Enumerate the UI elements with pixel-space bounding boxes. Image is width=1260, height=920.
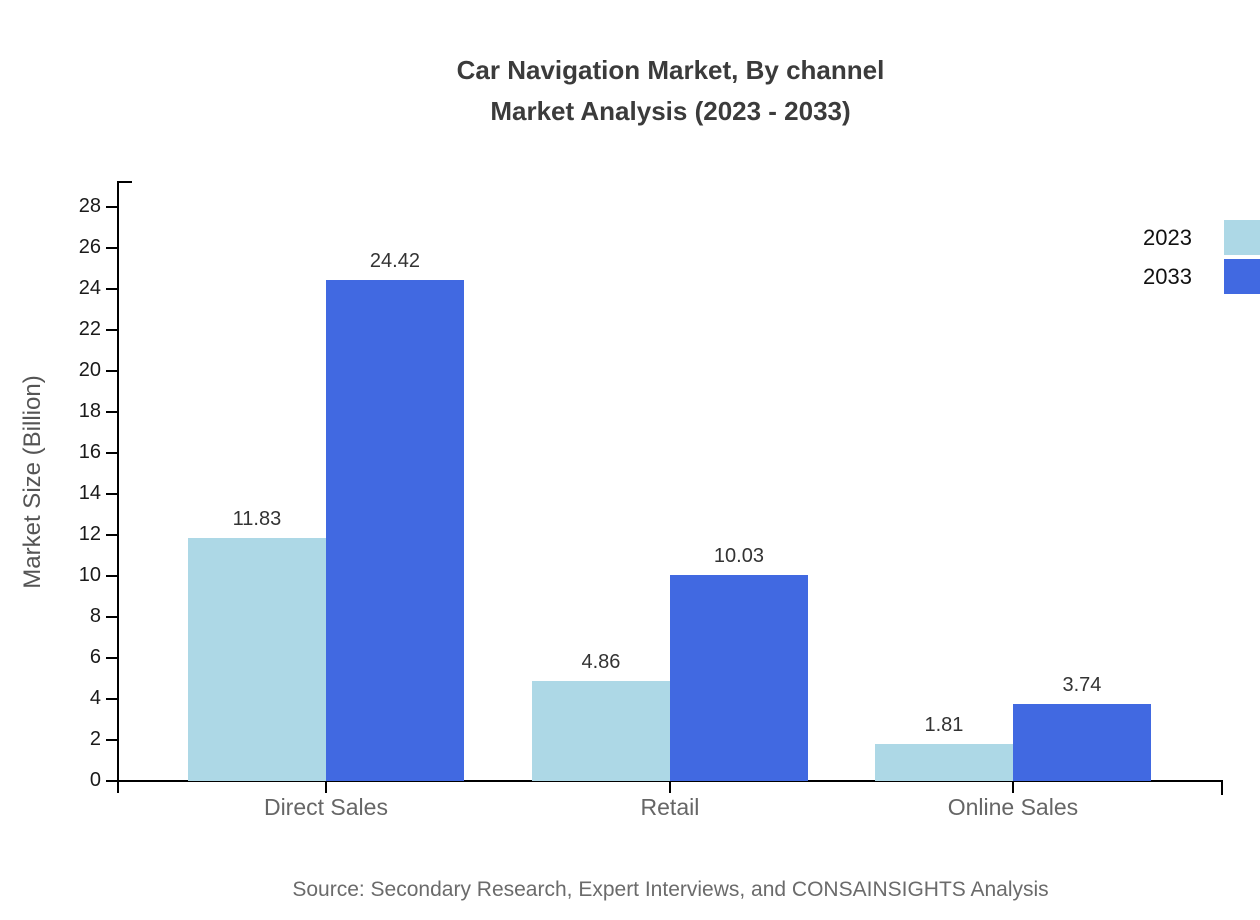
legend-swatch-2033 [1224,259,1260,294]
y-tick-label: 0 [89,769,101,791]
y-tick-label: 22 [78,317,101,340]
y-tick-label: 18 [78,399,101,422]
y-tick [106,205,117,208]
legend-swatch-2023 [1224,220,1260,255]
legend: 2023 2033 [1060,220,1260,298]
value-label-2023-direct-sales: 11.83 [232,508,282,531]
category-label-direct-sales: Direct Sales [263,794,388,820]
legend-item-2023: 2023 [1060,220,1260,255]
y-tick-label: 6 [89,645,101,668]
y-tick [106,410,117,413]
chart-title-line2: Market Analysis (2023 - 2033) [490,96,851,126]
y-tick-label: 10 [78,563,101,586]
value-label-2023-online-sales: 1.81 [924,713,964,736]
legend-label-2023: 2023 [1143,224,1192,250]
bar-2033-direct-sales [325,280,464,781]
y-tick [106,287,117,290]
y-tick [106,451,117,454]
y-tick-label: 16 [78,440,101,463]
category-label-retail: Retail [640,794,700,820]
y-tick [106,574,117,577]
x-tick [324,781,327,793]
x-axis-line [110,780,1223,782]
y-tick-label: 14 [78,481,101,504]
bar-2033-online-sales [1012,704,1151,781]
y-tick [106,533,117,536]
plot-area: 11.83 24.42 4.86 10.03 1.81 3.74 [118,182,1223,781]
y-tick-label: 26 [78,235,101,258]
y-tick [106,246,117,249]
y-tick [106,328,117,331]
legend-item-2033: 2033 [1060,259,1260,294]
y-tick [106,780,117,782]
bar-2023-online-sales [874,743,1013,781]
x-axis-end-cap [1221,780,1223,795]
y-tick-label: 24 [78,276,101,299]
y-tick [106,697,117,700]
y-tick-label: 2 [89,727,101,750]
y-axis-end-cap [117,181,132,183]
legend-label-2033: 2033 [1143,263,1192,289]
y-tick [106,738,117,741]
y-tick-label: 12 [78,522,101,545]
bar-2033-retail [669,575,808,781]
chart-title: Car Navigation Market, By channel Market… [118,50,1223,132]
y-tick [106,369,117,372]
y-tick-label: 20 [78,358,101,381]
y-tick-label: 28 [78,194,101,217]
x-tick [1011,781,1014,793]
bar-2023-retail [531,681,670,781]
value-label-2033-direct-sales: 24.42 [369,250,420,273]
y-tick-label: 8 [89,604,101,627]
y-tick [106,615,117,618]
value-label-2023-retail: 4.86 [581,651,621,674]
category-label-online-sales: Online Sales [947,794,1079,820]
chart-title-line1: Car Navigation Market, By channel [456,55,885,85]
y-axis-line [117,182,119,793]
y-tick [106,492,117,495]
bar-2023-direct-sales [187,538,326,781]
source-note: Source: Secondary Research, Expert Inter… [292,878,1049,901]
x-tick [668,781,671,793]
value-label-2033-online-sales: 3.74 [1062,674,1102,697]
value-label-2033-retail: 10.03 [713,545,764,568]
y-tick-label: 4 [89,686,101,709]
y-tick [106,656,117,659]
